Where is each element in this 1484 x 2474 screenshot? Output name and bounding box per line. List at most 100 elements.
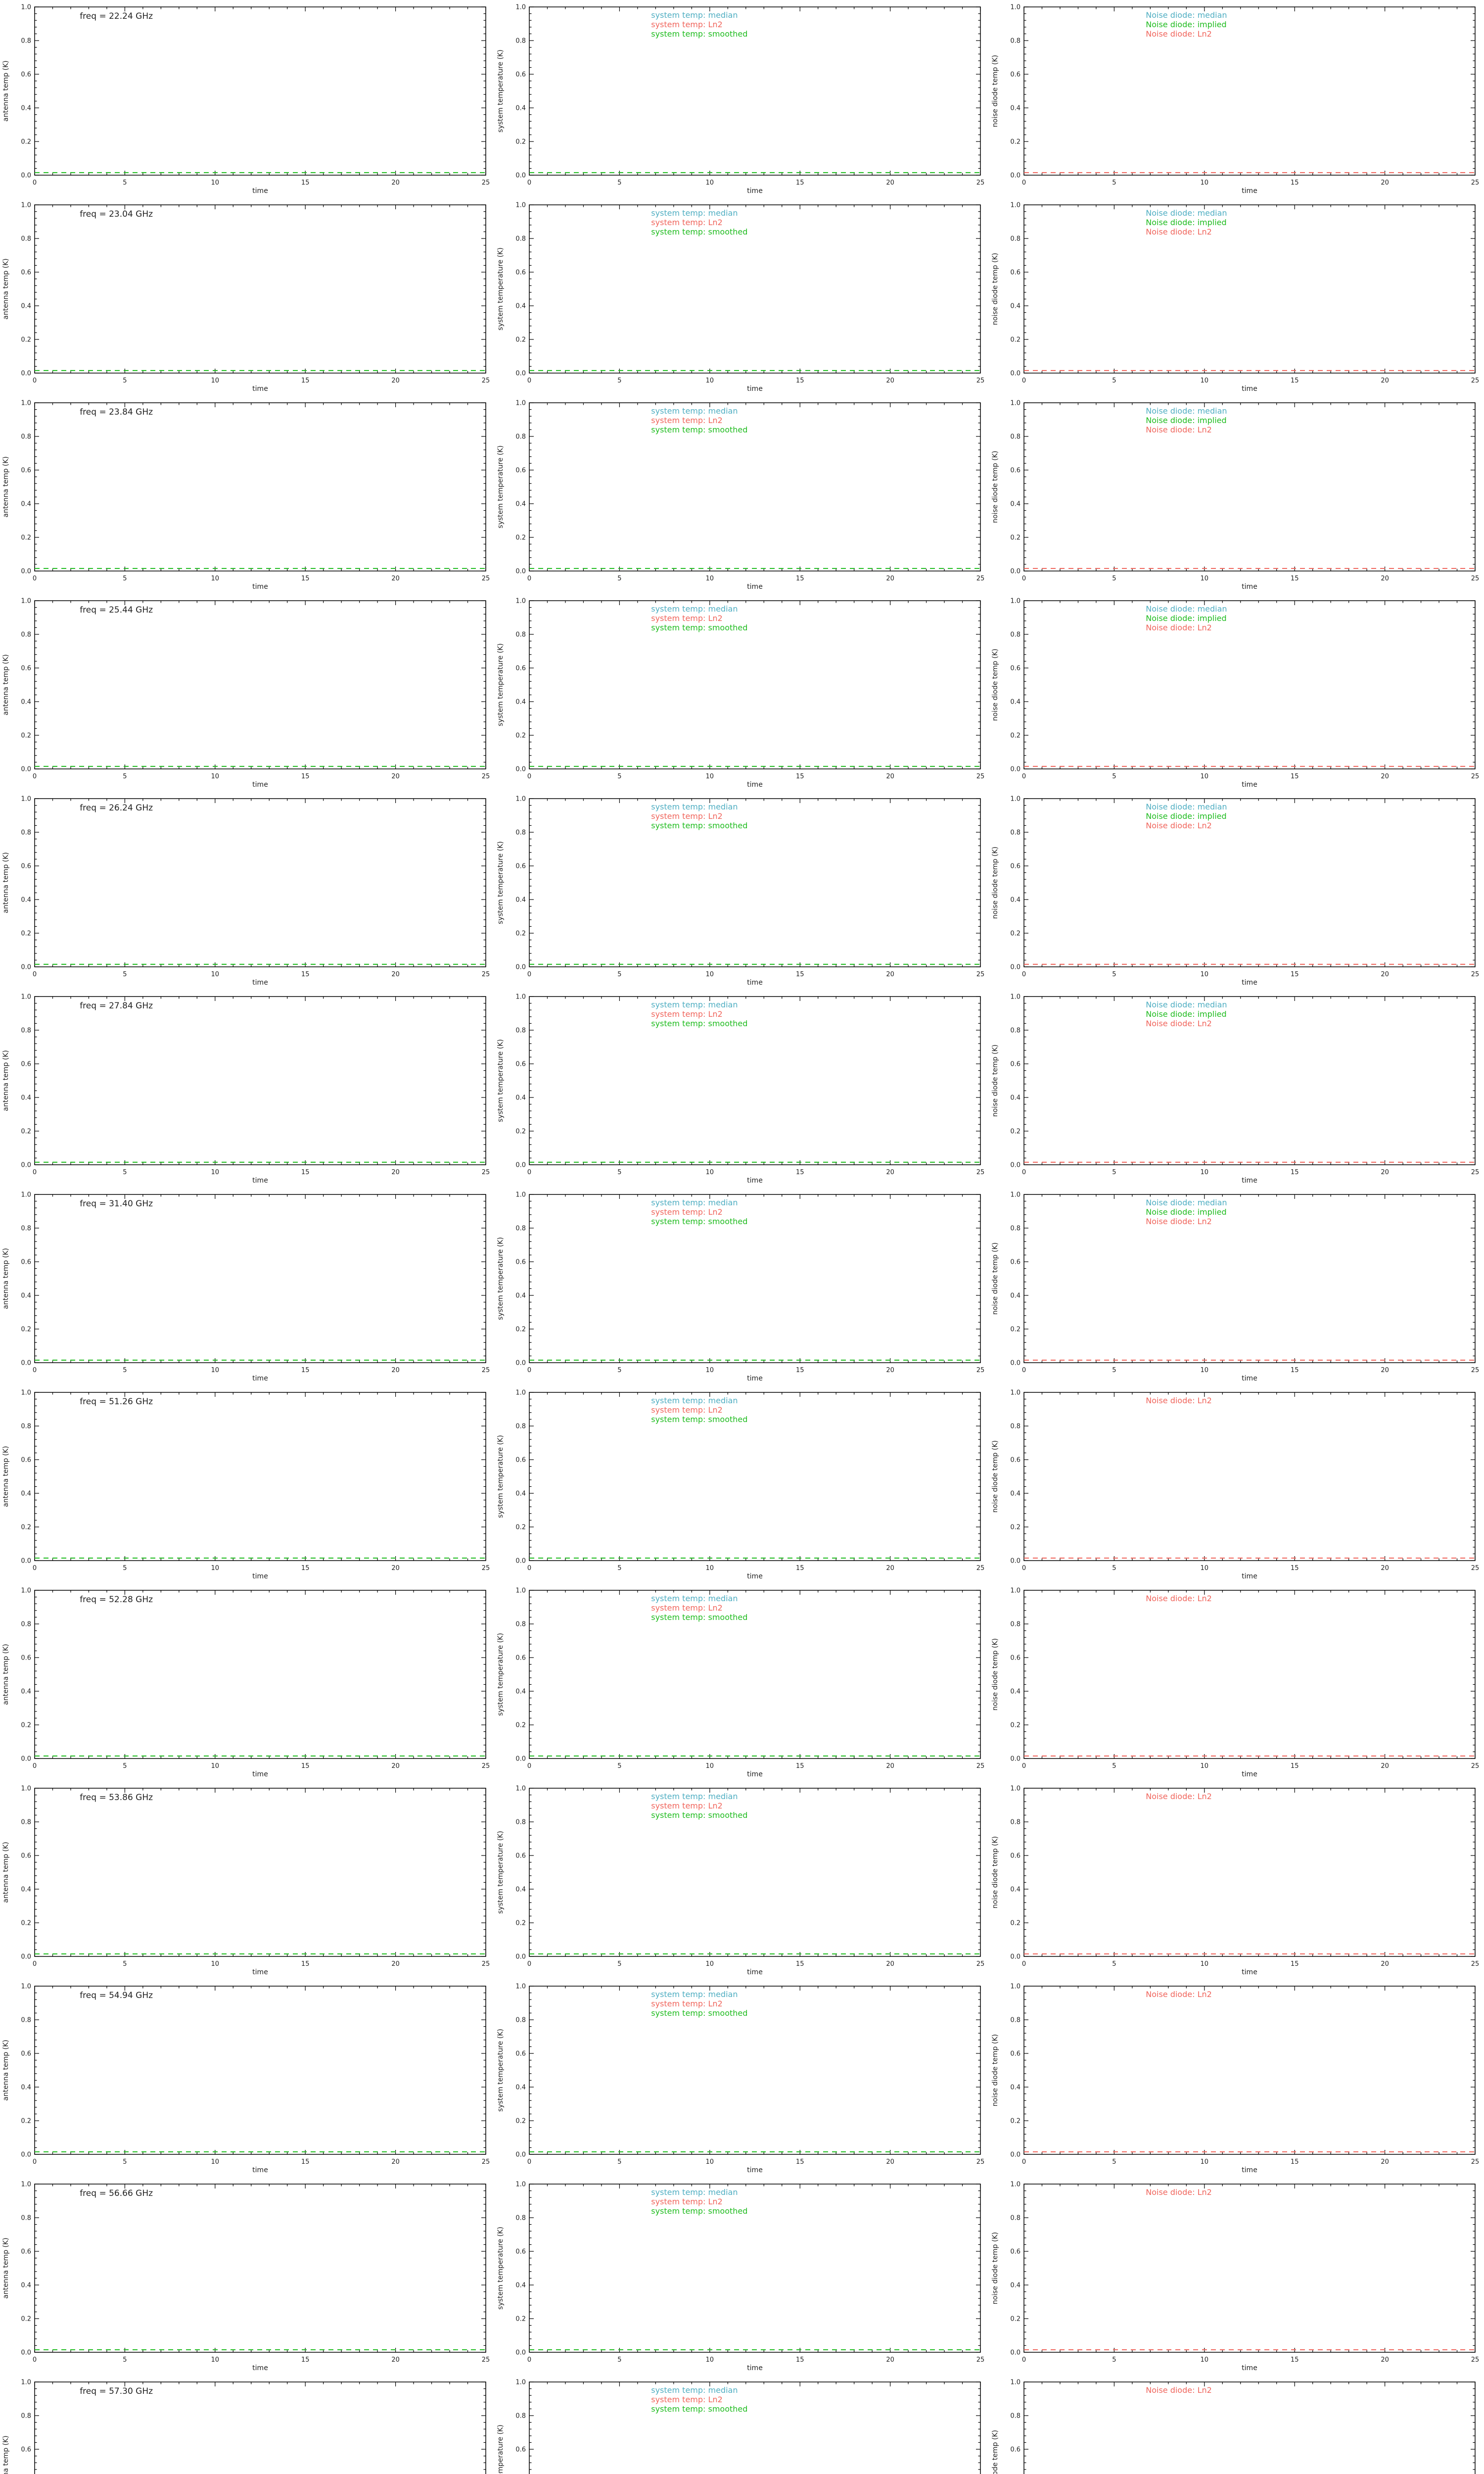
- plot-cell-r2-c2: 0 5 10 15 20 25 0.0 0.2 0.4 0.6 0.8 1.0 time system t…: [495, 198, 989, 396]
- plot-cell-r2-c3: 0 5 10 15 20 25 0.0 0.2 0.4 0.6 0.8 1.0 time noise di…: [989, 198, 1484, 396]
- svg-text:0.4: 0.4: [515, 1094, 526, 1102]
- svg-text:10: 10: [1201, 179, 1209, 187]
- svg-text:15: 15: [1291, 1367, 1299, 1374]
- svg-text:0.4: 0.4: [515, 1292, 526, 1300]
- svg-text:0.6: 0.6: [1010, 269, 1020, 277]
- svg-text:0.8: 0.8: [1010, 1027, 1020, 1035]
- svg-text:1.0: 1.0: [1010, 400, 1020, 407]
- plot-cell-r8-c1: 0 5 10 15 20 25 0.0 0.2 0.4 0.6 0.8 1.0 time antenna …: [0, 1385, 495, 1583]
- svg-text:25: 25: [976, 971, 985, 978]
- svg-text:5: 5: [1112, 1367, 1116, 1374]
- svg-text:0: 0: [1022, 575, 1026, 582]
- svg-text:20: 20: [391, 2158, 400, 2166]
- svg-text:0.6: 0.6: [515, 863, 526, 870]
- svg-text:0: 0: [33, 179, 37, 187]
- svg-text:0.4: 0.4: [21, 897, 31, 904]
- legend-entry: system temp: median: [651, 208, 738, 218]
- svg-text:0.8: 0.8: [515, 1819, 526, 1826]
- y-axis-label: system temperature (K): [497, 1039, 505, 1122]
- svg-text:0.2: 0.2: [21, 1920, 31, 1927]
- plot-frame: [529, 6, 981, 176]
- svg-text:0.6: 0.6: [515, 1061, 526, 1068]
- svg-text:1.0: 1.0: [1010, 1785, 1020, 1793]
- svg-text:0: 0: [33, 377, 37, 384]
- legend-entry: Noise diode: median: [1146, 208, 1227, 218]
- plot-cell-r8-c3: 0 5 10 15 20 25 0.0 0.2 0.4 0.6 0.8 1.0 time noise di…: [989, 1385, 1484, 1583]
- svg-text:1.0: 1.0: [515, 994, 526, 1001]
- svg-text:0: 0: [527, 1762, 531, 1770]
- svg-text:0.2: 0.2: [21, 336, 31, 344]
- plot-canvas-r7-c1: 0 5 10 15 20 25 0.0 0.2 0.4 0.6 0.8 1.0 time antenna …: [2, 1191, 490, 1383]
- svg-text:1.0: 1.0: [515, 400, 526, 407]
- x-axis-label: time: [252, 1177, 268, 1185]
- svg-text:0: 0: [33, 1960, 37, 1968]
- legend-entry: system temp: smoothed: [651, 425, 747, 434]
- plot-canvas-r11-c3: 0 5 10 15 20 25 0.0 0.2 0.4 0.6 0.8 1.0 time noise di…: [991, 1983, 1479, 2175]
- svg-text:15: 15: [301, 773, 310, 780]
- legend-entry: system temp: median: [651, 1594, 738, 1603]
- axis-ticks: [529, 402, 981, 571]
- svg-text:25: 25: [976, 179, 985, 187]
- axis-ticks: [1023, 2381, 1476, 2470]
- svg-text:0.2: 0.2: [1010, 1128, 1020, 1136]
- svg-text:20: 20: [391, 971, 400, 978]
- svg-text:0.4: 0.4: [21, 105, 31, 112]
- plot-frame: [1023, 996, 1476, 1165]
- plot-canvas-r5-c2: 0 5 10 15 20 25 0.0 0.2 0.4 0.6 0.8 1.0 time system t…: [497, 796, 985, 987]
- svg-text:0: 0: [1022, 1169, 1026, 1176]
- axis-ticks: [34, 2381, 486, 2470]
- svg-text:10: 10: [706, 1960, 714, 1968]
- svg-text:20: 20: [1381, 2356, 1389, 2364]
- y-axis-label: noise diode temp (K): [991, 1045, 999, 1117]
- axis-ticks: [529, 1788, 981, 1957]
- legend-entry: system temp: smoothed: [651, 1810, 747, 1820]
- svg-text:0: 0: [527, 2356, 531, 2364]
- svg-text:0.6: 0.6: [21, 2248, 31, 2256]
- svg-text:20: 20: [886, 1367, 894, 1374]
- svg-text:25: 25: [482, 1565, 490, 1572]
- y-axis-label: system temperature (K): [497, 247, 505, 331]
- svg-text:0.6: 0.6: [1010, 665, 1020, 672]
- svg-text:0.4: 0.4: [1010, 303, 1020, 310]
- svg-text:0: 0: [1022, 1960, 1026, 1968]
- svg-text:0.4: 0.4: [21, 1094, 31, 1102]
- svg-text:25: 25: [976, 2158, 985, 2166]
- svg-text:15: 15: [301, 179, 310, 187]
- svg-text:0.8: 0.8: [515, 1225, 526, 1233]
- plot-canvas-r6-c3: 0 5 10 15 20 25 0.0 0.2 0.4 0.6 0.8 1.0 time noise di…: [991, 994, 1479, 1185]
- plot-cell-r1-c2: 0 5 10 15 20 25 0.0 0.2 0.4 0.6 0.8 1.0 time system t…: [495, 0, 989, 198]
- x-axis-label: time: [252, 2364, 268, 2372]
- svg-text:0.6: 0.6: [21, 467, 31, 475]
- svg-text:0.0: 0.0: [515, 1953, 526, 1961]
- legend-entry: system temp: smoothed: [651, 623, 747, 632]
- svg-text:25: 25: [482, 971, 490, 978]
- x-axis-label: time: [1242, 1770, 1257, 1778]
- svg-text:5: 5: [123, 179, 127, 187]
- svg-text:0: 0: [33, 575, 37, 582]
- legend-entry: system temp: median: [651, 10, 738, 20]
- legend-entry: system temp: Ln2: [651, 1009, 723, 1019]
- plot-frame: [1023, 2184, 1476, 2353]
- plot-frame: [34, 1590, 486, 1759]
- plot-canvas-r10-c1: 0 5 10 15 20 25 0.0 0.2 0.4 0.6 0.8 1.0 time antenna …: [2, 1785, 490, 1977]
- y-axis-label: noise diode temp (K): [991, 1836, 999, 1908]
- plot-frame: [1023, 1986, 1476, 2155]
- svg-text:25: 25: [482, 575, 490, 582]
- svg-text:25: 25: [1471, 377, 1480, 384]
- plot-cell-r12-c1: 0 5 10 15 20 25 0.0 0.2 0.4 0.6 0.8 1.0 time antenna …: [0, 2177, 495, 2375]
- svg-text:20: 20: [391, 2356, 400, 2364]
- svg-text:0.8: 0.8: [1010, 631, 1020, 639]
- plot-frame: [1023, 6, 1476, 176]
- legend-entry: system temp: median: [651, 1792, 738, 1801]
- y-axis-label: noise diode temp (K): [991, 649, 999, 721]
- axis-ticks: [529, 1194, 981, 1363]
- svg-text:15: 15: [301, 1565, 310, 1572]
- axis-ticks: [34, 6, 486, 176]
- svg-text:25: 25: [482, 2158, 490, 2166]
- plot-frame: [529, 2184, 981, 2353]
- axis-ticks: [1023, 600, 1476, 769]
- y-axis-label: antenna temp (K): [2, 1644, 10, 1705]
